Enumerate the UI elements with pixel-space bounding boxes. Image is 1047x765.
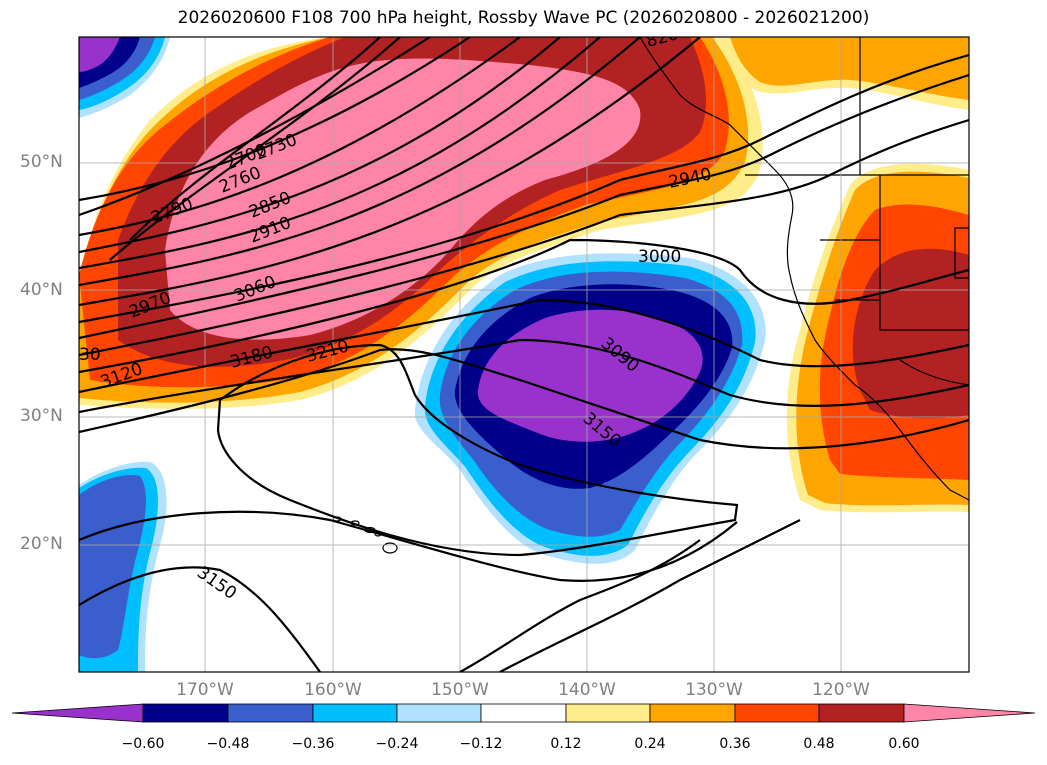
map-frame [78,36,970,673]
negative-anomaly-northwest [79,37,170,118]
lat-label-50N: 50°N [20,152,63,172]
border-line [899,359,969,386]
lon-label-120W: 120°W [812,680,870,700]
map-title: 2026020600 F108 700 hPa height, Rossby W… [177,8,870,28]
colorbar-swatch [480,703,567,723]
colorbar-swatch-gt-060 [903,703,1036,723]
anomaly-contour-fill [477,309,703,442]
anomaly-contour-fill [79,474,146,659]
lat-label-30N: 30°N [20,406,63,426]
island-outline [382,542,398,554]
contour-label: 30 [79,345,101,365]
height-contour-line [459,539,701,672]
lon-label-170W: 170°W [176,680,234,700]
lon-label-160W: 160°W [304,680,362,700]
coastlines [639,37,969,501]
height-contour-line [79,298,969,394]
border-line [954,227,969,279]
colorbar-swatch-lt-n060 [11,703,144,723]
height-contour-line [79,37,521,237]
colorbar-tick: 0.12 [550,736,582,752]
border-line [879,175,969,331]
colorbar-tick: 0.24 [634,736,666,752]
colorbar-tick: 0.36 [719,736,751,752]
colorbar-tick: −0.60 [121,736,165,752]
colorbar-tick: −0.12 [459,736,503,752]
height-contour-line [79,118,969,357]
positive-anomaly-west-us [786,163,969,513]
colorbar-tick: −0.36 [291,736,335,752]
graticule [79,37,969,672]
lat-label-20N: 20°N [20,534,63,554]
colorbar-swatch [227,703,314,723]
colorbar-swatch [649,703,736,723]
colorbar-swatch [734,703,820,723]
height-contour-line [79,37,561,254]
height-contour-line [79,238,969,374]
height-contour-line [79,37,431,217]
colorbar-swatch [565,703,651,723]
lon-label-140W: 140°W [558,680,616,700]
anomaly-contour-fill [852,248,969,419]
height-contour-line [499,519,801,672]
height-contour-line [79,566,321,672]
anomaly-contour-fill [730,37,969,100]
negative-anomaly-southwest [79,461,167,672]
colorbar-tick: 0.48 [803,736,835,752]
anomaly-contour-fill [79,37,120,72]
lon-label-130W: 130°W [685,680,743,700]
lon-label-150W: 150°W [431,680,489,700]
height-contour-line [79,37,641,287]
positive-anomaly-north-pacific [79,37,763,409]
contour-label: 3000 [638,247,681,267]
north-america-coastline [639,37,969,501]
colorbar-swatch [142,703,229,723]
colorbar [11,703,1036,723]
height-contour-line [79,348,969,450]
height-contour-line [79,53,969,324]
height-contour-line [79,73,969,340]
height-contour-line [216,343,739,557]
height-contour-line [79,37,471,202]
height-contour-line [79,37,701,307]
map-plot-area: 2700 2730 2760 2790 2850 2910 2970 3060 … [79,37,969,672]
colorbar-swatch [312,703,398,723]
colorbar-swatch [818,703,905,723]
height-contour-line [79,510,738,583]
colorbar-tick: −0.24 [375,736,419,752]
height-contour-line [79,338,969,414]
positive-anomaly-northeast [720,37,969,110]
height-contours [79,37,969,672]
height-contour-line [79,37,601,270]
lat-label-40N: 40°N [20,280,63,300]
colorbar-tick: 0.60 [888,736,920,752]
colorbar-swatch [396,703,482,723]
colorbar-tick: −0.48 [206,736,250,752]
